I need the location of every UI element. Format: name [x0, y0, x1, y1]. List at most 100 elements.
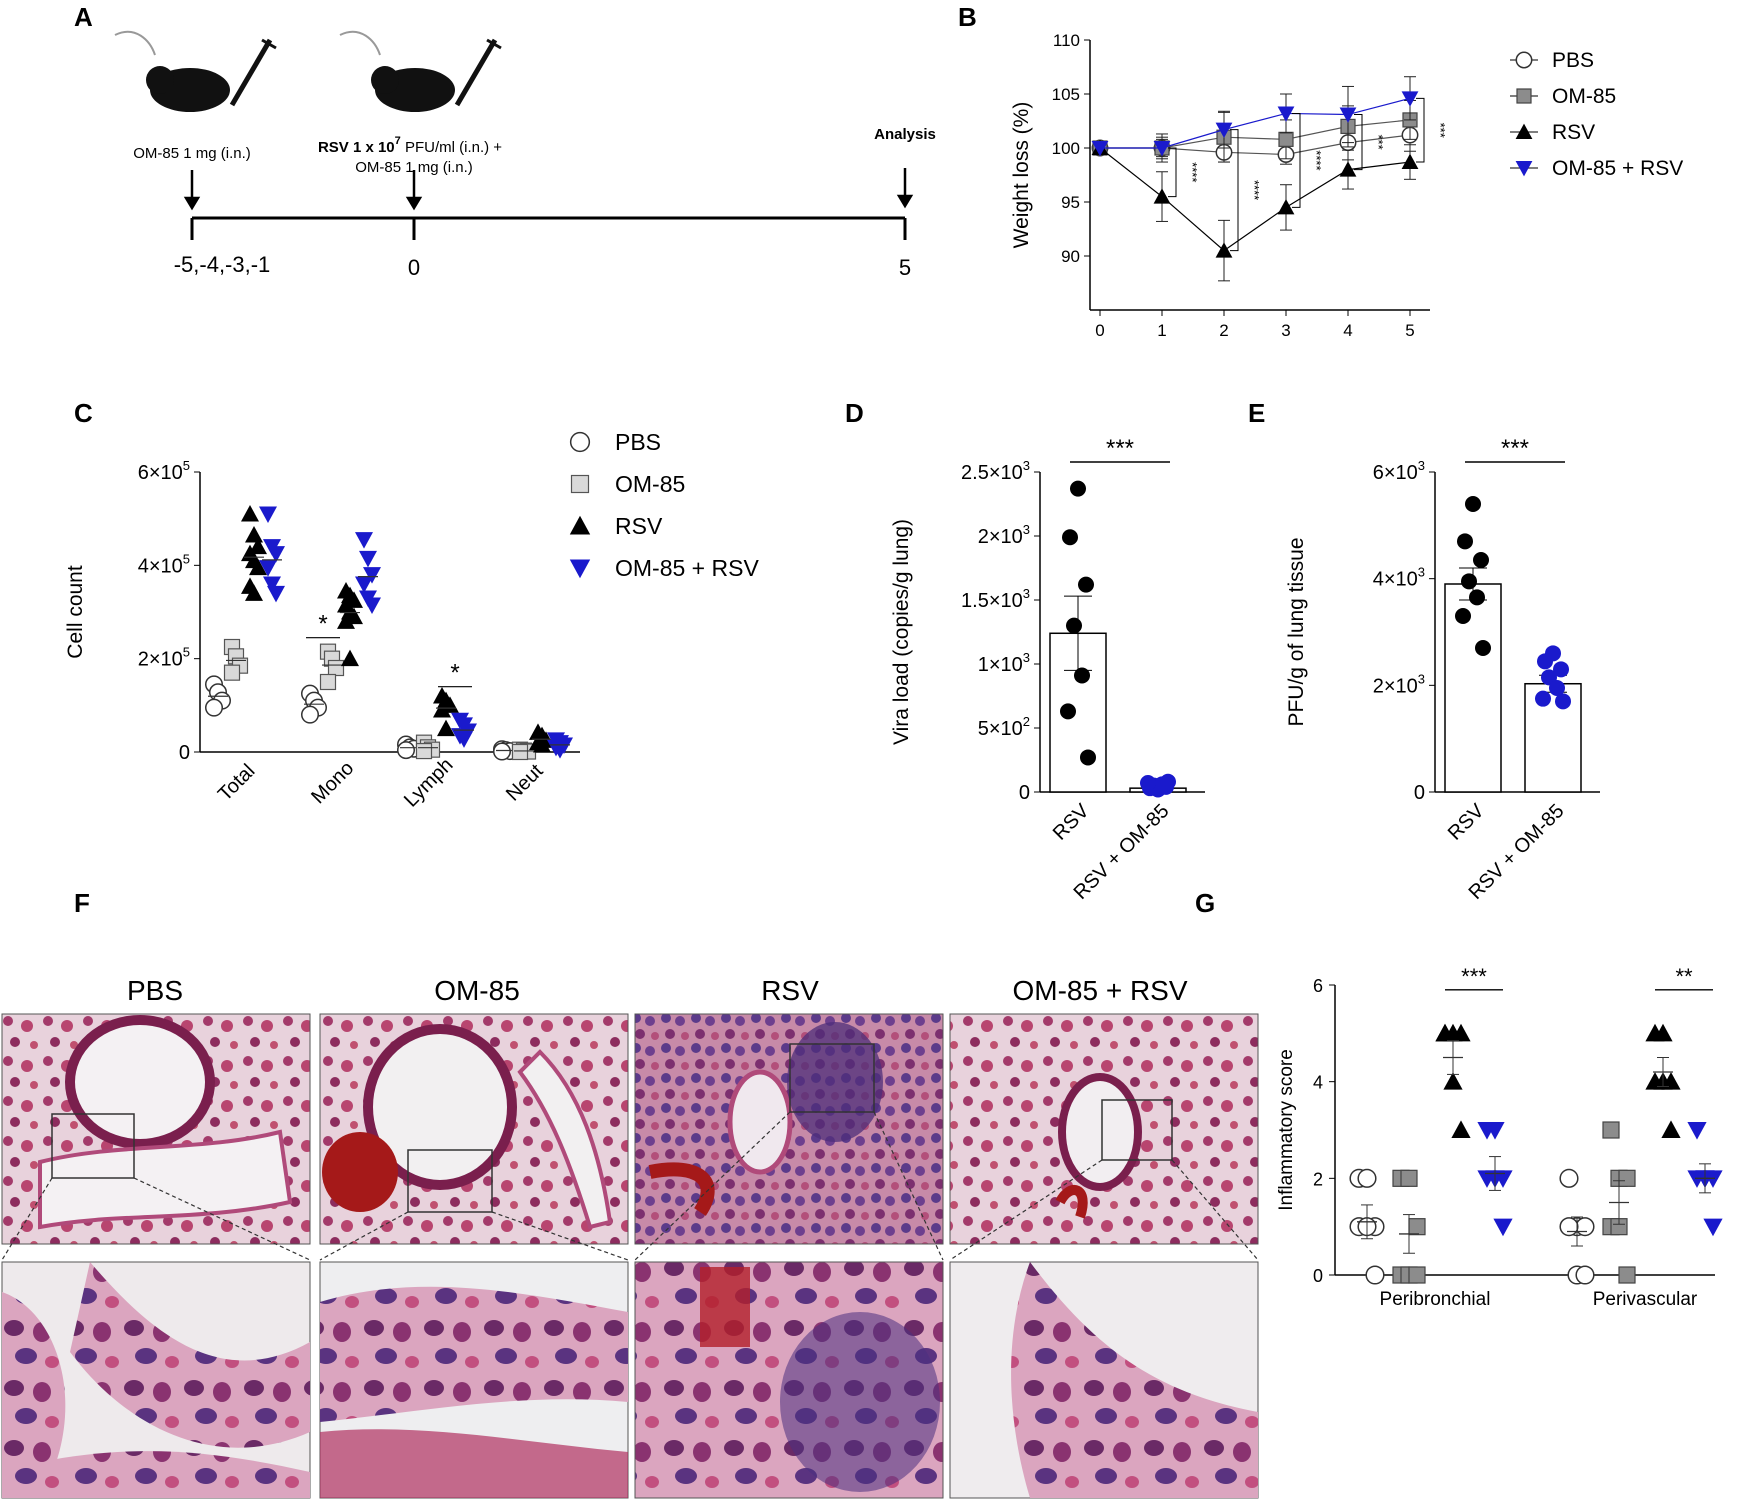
histo-om85-rsv-zoom — [949, 1261, 1259, 1499]
data-point — [241, 505, 259, 522]
x-tick-label: 0 — [1095, 321, 1104, 340]
data-point — [1653, 1023, 1673, 1042]
y-tick-label: 0 — [1019, 782, 1030, 804]
sig-bracket — [1230, 129, 1239, 252]
data-point — [1078, 576, 1094, 593]
data-point — [1408, 1218, 1426, 1236]
data-point — [493, 742, 511, 761]
data-point — [1618, 1169, 1636, 1187]
data-point — [1661, 1120, 1681, 1138]
data-point — [1339, 107, 1357, 123]
data-point — [249, 537, 267, 555]
y-tick-label: 0 — [1313, 1266, 1323, 1286]
x-tick-label: 4 — [1343, 321, 1352, 340]
sig-label: *** — [1106, 435, 1134, 462]
legend-label: OM-85 + RSV — [1552, 157, 1683, 180]
legend-marker — [569, 559, 591, 579]
legend-label: RSV — [615, 513, 663, 539]
panel-label-e: E — [1248, 398, 1266, 428]
data-point — [1461, 573, 1477, 590]
series-line — [1099, 147, 1411, 252]
histo-title-om85: OM-85 — [434, 975, 520, 1006]
data-point — [1339, 161, 1357, 177]
panel-label-g: G — [1195, 888, 1216, 918]
data-point — [1535, 690, 1551, 707]
day-label-1: -5,-4,-3,-1 — [174, 252, 271, 277]
data-point — [437, 719, 455, 737]
category-label: RSV — [1444, 800, 1489, 845]
sig-label: * — [318, 611, 327, 638]
data-point — [397, 741, 415, 760]
data-point — [1365, 1265, 1385, 1285]
legend-marker — [1515, 51, 1533, 69]
data-point — [1400, 1169, 1418, 1187]
data-point — [355, 532, 373, 549]
y-tick-label: 110 — [1053, 31, 1080, 50]
histo-pbs-zoom — [1, 1261, 311, 1499]
sig-bracket — [1292, 112, 1301, 208]
sig-label: * — [450, 660, 459, 687]
series-line — [1100, 97, 1411, 149]
data-point — [1070, 480, 1086, 497]
y-tick-label: 2 — [1313, 1169, 1323, 1189]
legend-marker — [570, 474, 590, 494]
legend-marker — [569, 431, 591, 453]
mouse-icon-2 — [339, 30, 502, 112]
data-point — [1153, 141, 1171, 157]
y-tick-label: 105 — [1052, 85, 1080, 104]
y-tick-label: 6×105 — [138, 458, 190, 484]
data-point — [205, 698, 223, 717]
legend-label: OM-85 — [1552, 85, 1616, 108]
sig-bracket — [1354, 114, 1363, 171]
data-point — [1451, 1120, 1471, 1138]
data-point — [1549, 680, 1565, 696]
legend-marker — [1516, 88, 1532, 104]
histo-pbs-overview — [1, 1013, 311, 1245]
data-point — [1457, 533, 1473, 550]
legend-label: RSV — [1552, 121, 1595, 144]
cell-count-chart: 0 2×105 4×105 6×105 Cell count Total Mono Lymph… — [64, 430, 759, 812]
data-point — [1559, 1217, 1579, 1237]
data-point — [1455, 608, 1471, 624]
data-point — [511, 743, 529, 761]
analysis-label: Analysis — [874, 126, 936, 143]
panel-label-c: C — [74, 398, 93, 428]
data-point — [1451, 1023, 1471, 1042]
data-point — [1277, 106, 1295, 122]
data-point — [1215, 242, 1233, 258]
x-tick-label: 2 — [1219, 321, 1228, 340]
histo-rsv-overview — [634, 1013, 944, 1245]
data-point — [1555, 693, 1571, 710]
data-point — [551, 742, 569, 759]
data-point — [319, 673, 337, 691]
data-point — [1408, 1266, 1426, 1284]
day-label-2: 0 — [408, 255, 420, 280]
data-point — [455, 731, 473, 748]
data-point — [223, 664, 241, 681]
data-point — [1575, 1217, 1595, 1237]
legend-marker — [569, 515, 591, 535]
legend-label: OM-85 — [615, 471, 685, 497]
panel-label-a: A — [74, 2, 93, 32]
x-tick-label: 5 — [1405, 321, 1414, 340]
legend-marker — [1515, 123, 1533, 139]
data-point — [1357, 1168, 1377, 1188]
sig-label: **** — [1309, 150, 1324, 170]
timeline-diagram: OM-85 1 mg (i.n.) RSV 1 x 107 PFU/ml (i.… — [114, 30, 936, 280]
category-label: Peribronchial — [1380, 1289, 1491, 1310]
x-tick-label: 3 — [1281, 321, 1290, 340]
histo-title-rsv: RSV — [761, 975, 819, 1006]
data-point — [1277, 199, 1295, 215]
histo-om85-rsv-overview — [949, 1013, 1259, 1245]
y-tick-label: 2×103 — [1373, 671, 1425, 697]
y-tick-label: 100 — [1052, 139, 1080, 158]
data-point — [1401, 91, 1419, 107]
y-tick-label: 2.5×103 — [961, 458, 1030, 484]
y-tick-label: 4×105 — [138, 551, 190, 577]
y-axis-label: Inflammatory score — [1276, 1049, 1297, 1211]
histo-title-pbs: PBS — [126, 975, 184, 1006]
sig-bracket — [1416, 97, 1425, 163]
data-point — [245, 526, 263, 543]
